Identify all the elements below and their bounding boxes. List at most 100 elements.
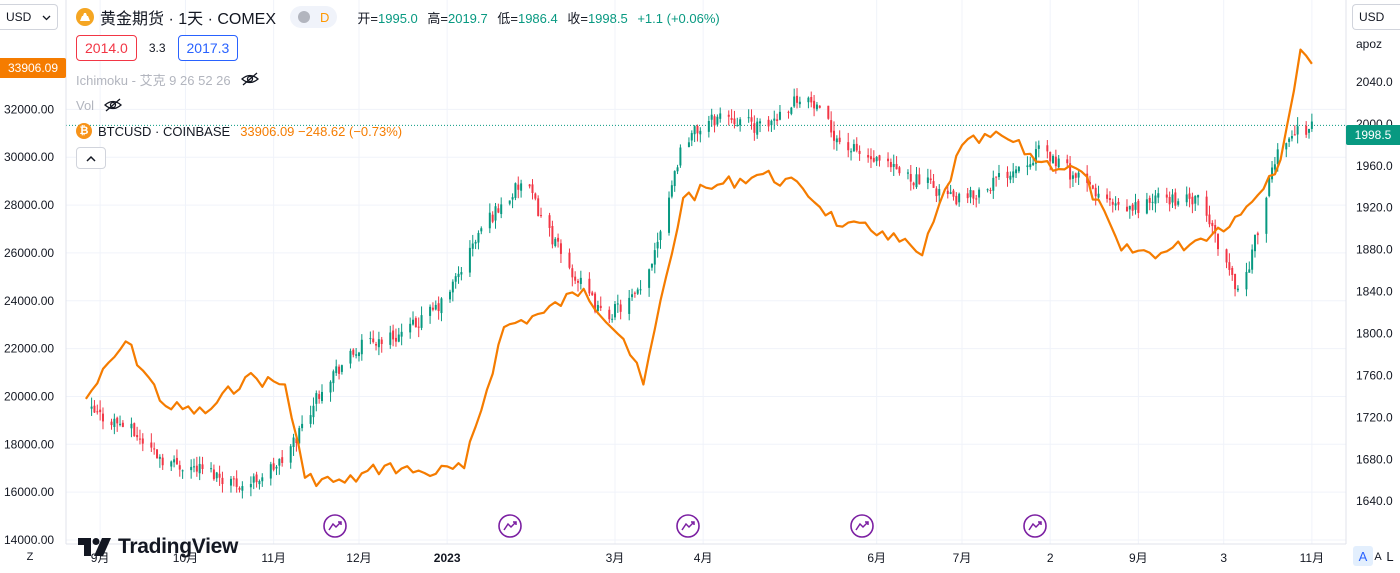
candle-body bbox=[557, 237, 560, 242]
candle-body bbox=[437, 303, 440, 312]
candle-body bbox=[1108, 198, 1111, 201]
ichimoku-legend[interactable]: Ichimoku - 艾克 9 26 52 26 bbox=[76, 70, 259, 88]
candle-body bbox=[417, 326, 420, 328]
candle-body bbox=[619, 304, 622, 312]
candle-body bbox=[190, 466, 193, 471]
candle-body bbox=[648, 269, 651, 288]
candle-body bbox=[710, 114, 713, 120]
compare-symbol-values: 33906.09 −248.62 (−0.73%) bbox=[240, 123, 403, 139]
candle-body bbox=[992, 177, 995, 191]
right-axis-tick-label: 1760.0 bbox=[1356, 368, 1393, 382]
left-axis-tick-label: 32000.00 bbox=[4, 102, 54, 116]
candle-body bbox=[193, 466, 195, 468]
candle-body bbox=[1174, 192, 1177, 206]
event-marker-icon[interactable] bbox=[498, 514, 522, 538]
candle-body bbox=[1271, 167, 1274, 180]
candle-body bbox=[833, 130, 835, 141]
open-value: 1995.0 bbox=[378, 10, 418, 26]
auto-toggle[interactable]: A bbox=[1353, 546, 1373, 566]
candle-body bbox=[611, 318, 614, 320]
right-scale-mode[interactable]: apoz bbox=[1352, 34, 1400, 54]
left-currency-button[interactable]: USD bbox=[0, 4, 58, 30]
candle-body bbox=[141, 438, 144, 444]
vol-label: Vol bbox=[76, 97, 95, 113]
candle-body bbox=[232, 478, 235, 480]
time-axis-label: 2 bbox=[1047, 551, 1054, 565]
time-axis[interactable]: 9月 10月 11月 12月 2023 3月 4月 6月 7月 2 9月 3 11月 bbox=[91, 551, 1324, 565]
event-marker-icon[interactable] bbox=[1023, 514, 1047, 538]
candle-body bbox=[195, 465, 198, 472]
candle-body bbox=[1069, 163, 1072, 180]
candle-body bbox=[878, 155, 881, 161]
buy-price-button[interactable]: 2017.3 bbox=[177, 35, 239, 61]
candle-body bbox=[534, 193, 537, 199]
candle-body bbox=[150, 442, 153, 448]
candle-body bbox=[372, 338, 375, 343]
tradingview-logo[interactable]: TradingView bbox=[78, 535, 238, 559]
candle-body bbox=[926, 177, 929, 183]
candle-body bbox=[747, 117, 750, 119]
candle-body bbox=[394, 337, 397, 342]
ichimoku-label: Ichimoku - 艾克 9 26 52 26 bbox=[76, 72, 231, 88]
candle-body bbox=[1185, 194, 1188, 203]
right-axis-tick-label: 1640.0 bbox=[1356, 494, 1393, 508]
candle-body bbox=[315, 393, 318, 404]
candle-body bbox=[798, 101, 801, 105]
candle-body bbox=[770, 120, 773, 126]
candle-body bbox=[434, 304, 437, 310]
candle-body bbox=[929, 178, 932, 181]
candle-body bbox=[659, 231, 662, 241]
candle-body bbox=[898, 167, 901, 174]
candle-body bbox=[281, 457, 284, 463]
candle-body bbox=[1296, 126, 1299, 135]
chevron-up-icon bbox=[86, 155, 96, 162]
candle-body bbox=[949, 192, 952, 194]
candle-body bbox=[568, 252, 571, 268]
left-axis-tick-label: 18000.00 bbox=[4, 437, 54, 451]
candle-body bbox=[340, 365, 343, 372]
left-axis-tick-label: 16000.00 bbox=[4, 485, 54, 499]
candle-body bbox=[938, 189, 941, 196]
right-currency-button[interactable]: USD bbox=[1352, 4, 1400, 30]
right-axis-tick-label: 1800.0 bbox=[1356, 327, 1393, 341]
right-currency-label: USD bbox=[1359, 10, 1385, 24]
eye-off-icon[interactable] bbox=[240, 72, 259, 86]
candle-body bbox=[616, 303, 619, 305]
candle-body bbox=[1131, 204, 1134, 211]
candle-body bbox=[813, 100, 816, 109]
time-axis-label: 9月 bbox=[1129, 551, 1148, 565]
candle-body bbox=[170, 461, 173, 467]
symbol-header: 黄金期货 · 1天 · COMEX D 开=1995.0 高=2019.7 低=… bbox=[76, 6, 726, 28]
candle-body bbox=[375, 344, 378, 346]
zoom-button[interactable]: Z bbox=[26, 551, 34, 563]
interval-badge[interactable]: D bbox=[290, 6, 338, 28]
sell-price-button[interactable]: 2014.0 bbox=[76, 35, 137, 61]
candle-body bbox=[810, 97, 813, 103]
candle-body bbox=[889, 161, 892, 168]
btc-compare-legend[interactable]: ₿ BTCUSD · COINBASE 33906.09 −248.62 (−0… bbox=[76, 122, 402, 140]
event-marker-icon[interactable] bbox=[850, 514, 874, 538]
candle-body bbox=[1049, 151, 1052, 162]
candle-body bbox=[520, 183, 523, 191]
btc-price-line bbox=[84, 48, 1313, 488]
collapse-legend-button[interactable] bbox=[76, 147, 106, 169]
candle-body bbox=[767, 119, 770, 127]
event-marker-icon[interactable] bbox=[676, 514, 700, 538]
candle-body bbox=[1273, 164, 1276, 170]
candle-body bbox=[414, 318, 417, 328]
right-axis-tick-label: 1920.0 bbox=[1356, 201, 1393, 215]
candle-body bbox=[451, 281, 454, 293]
eye-off-icon[interactable] bbox=[104, 98, 123, 112]
candle-body bbox=[1054, 156, 1057, 167]
candle-body bbox=[471, 243, 474, 249]
event-marker-icon[interactable] bbox=[323, 514, 347, 538]
auto-scale-button[interactable]: A bbox=[1374, 551, 1382, 563]
symbol-title[interactable]: 黄金期货 · 1天 · COMEX bbox=[100, 11, 277, 28]
vol-legend[interactable]: Vol bbox=[76, 96, 123, 114]
candle-body bbox=[357, 352, 360, 357]
log-toggle[interactable]: L bbox=[1386, 548, 1394, 564]
candle-body bbox=[269, 464, 272, 479]
candle-body bbox=[429, 306, 432, 316]
candle-body bbox=[488, 212, 491, 229]
